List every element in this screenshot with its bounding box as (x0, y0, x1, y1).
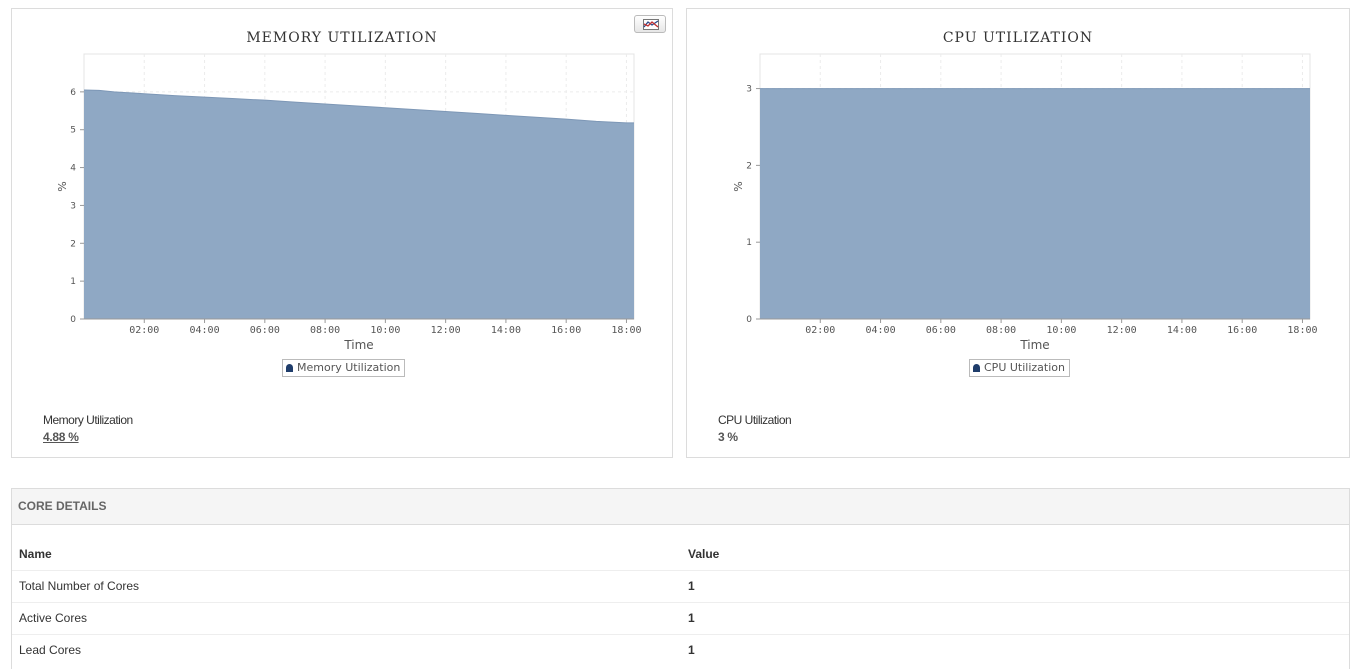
y-tick-label: 4 (70, 164, 76, 174)
x-tick-label: 14:00 (1167, 325, 1197, 336)
y-tick-label: 3 (746, 85, 752, 95)
x-tick-label: 12:00 (431, 325, 461, 336)
memory-summary-value-link[interactable]: 4.88 % (43, 430, 79, 444)
cpu-utilization-panel: 02:00 04:00 06:00 08:00 10:00 12:00 14:00 16:00… (686, 8, 1350, 458)
memory-utilization-chart: 02:00 04:00 06:00 08:00 10:00 12:00 14:00 16:00… (55, 53, 642, 352)
series-area (84, 89, 634, 319)
legend-series-swatch (973, 364, 980, 372)
y-tick-label: 2 (70, 239, 76, 249)
table-row: Lead Cores 1 (12, 635, 1349, 666)
row-name: Active Cores (19, 611, 88, 625)
x-tick-label: 14:00 (491, 325, 521, 336)
y-tick-label: 1 (70, 277, 76, 287)
y-tick-label: 1 (746, 238, 752, 248)
table-header-row: Name Value (12, 540, 1349, 571)
series-line (83, 89, 634, 124)
core-details-panel: CORE DETAILS Name Value Total Number of … (11, 488, 1350, 669)
x-tick-label: 06:00 (926, 325, 956, 336)
x-tick-label: 18:00 (611, 325, 641, 336)
column-header-value: Value (688, 547, 720, 561)
core-details-table: Name Value Total Number of Cores 1 Activ… (12, 540, 1349, 666)
memory-legend-label: Memory Utilization (297, 361, 401, 374)
legend-series-swatch (286, 364, 293, 372)
x-tick-label: 16:00 (1227, 325, 1257, 336)
table-row: Active Cores 1 (12, 603, 1349, 635)
cpu-chart-legend[interactable]: CPU Utilization (969, 359, 1070, 377)
y-tick-label: 3 (70, 201, 76, 211)
cpu-legend-label: CPU Utilization (984, 361, 1065, 374)
cpu-summary-value: 3 % (718, 430, 738, 444)
column-header-name: Name (19, 547, 52, 561)
y-tick-label: 0 (70, 315, 76, 325)
cpu-utilization-chart: 02:00 04:00 06:00 08:00 10:00 12:00 14:00 16:00… (731, 53, 1318, 352)
memory-chart-legend[interactable]: Memory Utilization (282, 359, 406, 377)
x-tick-label: 08:00 (310, 325, 340, 336)
chart-type-toggle-button[interactable] (634, 15, 666, 33)
series-area (760, 88, 1310, 319)
x-axis-label: Time (1019, 338, 1049, 352)
table-row: Total Number of Cores 1 (12, 571, 1349, 603)
x-tick-label: 02:00 (129, 325, 159, 336)
x-tick-label: 06:00 (250, 325, 280, 336)
x-tick-label: 16:00 (551, 325, 581, 336)
x-tick-label: 08:00 (986, 325, 1016, 336)
memory-utilization-panel: 02:00 04:00 06:00 08:00 10:00 12:00 14:00 16:00… (11, 8, 673, 458)
y-axis-label: % (55, 181, 68, 191)
cpu-chart-title: CPU UTILIZATION (942, 30, 1094, 46)
x-tick-label: 04:00 (865, 325, 895, 336)
x-tick-label: 10:00 (1046, 325, 1076, 336)
y-tick-label: 6 (70, 88, 76, 98)
x-tick-label: 12:00 (1107, 325, 1137, 336)
memory-chart-title: MEMORY UTILIZATION (246, 30, 438, 46)
x-tick-label: 02:00 (805, 325, 835, 336)
memory-summary-label: Memory Utilization (43, 413, 133, 427)
row-name: Total Number of Cores (19, 579, 140, 593)
y-tick-label: 2 (746, 161, 752, 171)
x-tick-label: 18:00 (1287, 325, 1317, 336)
x-tick-label: 10:00 (370, 325, 400, 336)
x-tick-label: 04:00 (189, 325, 219, 336)
row-value: 1 (688, 643, 695, 657)
y-axis-label: % (731, 181, 744, 191)
y-tick-label: 5 (70, 126, 76, 136)
line-chart-icon (643, 19, 659, 30)
row-name: Lead Cores (19, 643, 82, 657)
y-tick-label: 0 (746, 315, 752, 325)
cpu-summary-label: CPU Utilization (718, 413, 792, 427)
row-value: 1 (688, 611, 695, 625)
x-axis-label: Time (343, 338, 373, 352)
core-details-header: CORE DETAILS (12, 489, 1349, 525)
row-value: 1 (688, 579, 695, 593)
